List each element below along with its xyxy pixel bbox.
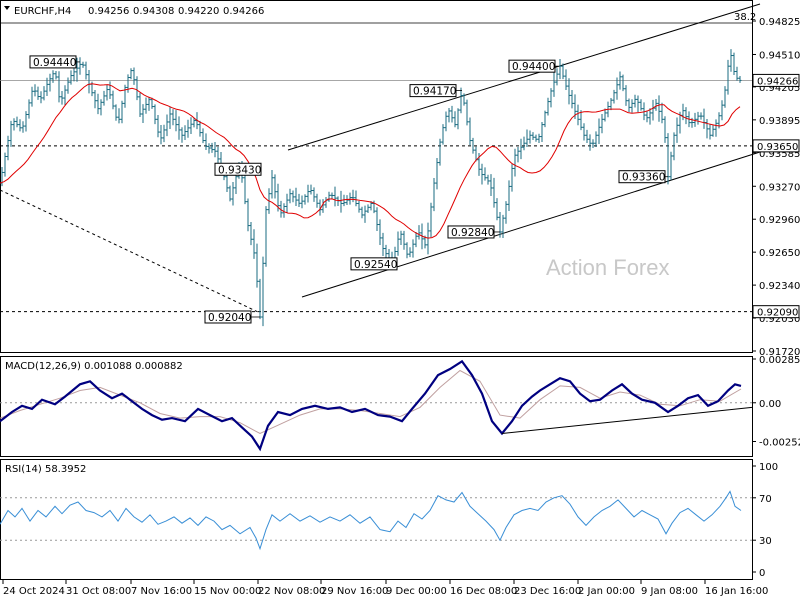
channel-lower-line [301,151,761,298]
price-tick-label: 0.94205 [759,83,800,94]
level-tag-0.93650: 0.93650 [757,142,798,153]
collapse-triangle-icon[interactable] [4,6,10,10]
price-tick-label: 0.91720 [759,347,800,358]
rsi-indicator [0,490,752,551]
level-tag-0.92090: 0.92090 [757,308,798,319]
swing-label-0.93360: 0.93360 [622,172,665,184]
symbol-title: EURCHF,H4 [14,6,71,17]
rsi-tick-label: 70 [759,494,772,505]
time-tick-label: 31 Oct 08:00 [66,586,131,597]
macd-signal-line [0,369,742,435]
time-tick-label: 16 Jan 16:00 [705,586,768,597]
price-tick-label: 0.94510 [759,50,800,61]
rsi-line [0,490,742,551]
current-price-label: 0.94266 [757,76,798,87]
price-pane-frame [0,0,753,353]
price-axis: 0.94825 0.94510 0.94205 0.93895 0.93585 0.932… [752,17,800,358]
price-tick-label: 0.92650 [759,248,800,259]
macd-pane-frame [0,356,753,457]
swing-label-0.93430: 0.93430 [218,164,261,176]
trend-channel [0,3,761,313]
time-tick-label: 29 Nov 16:00 [321,586,388,597]
time-tick-label: 22 Nov 08:00 [258,586,325,597]
time-tick-label: 9 Jan 08:00 [641,586,698,597]
price-tick-label: 0.92030 [759,314,800,325]
macd-indicator [0,359,753,452]
level-tag-box [752,305,800,319]
price-bars [0,49,742,327]
ohlc-low: 0.94220 [178,6,219,17]
swing-label-0.94170: 0.94170 [413,86,456,98]
time-tick-label: 2 Jan 00:00 [578,586,635,597]
rsi-pane-frame [0,459,753,580]
swing-label-0.92540: 0.92540 [354,259,397,271]
time-tick-label: 16 Dec 08:00 [450,586,517,597]
fib-label: 38.2 [734,12,756,23]
rsi-title: RSI(14) 58.3952 [5,464,86,475]
time-tick-label: 7 Nov 16:00 [131,586,192,597]
ohlc-open: 0.94256 [88,6,129,17]
swing-box [409,84,457,98]
time-tick-label: 23 Dec 16:00 [514,586,581,597]
price-pane-header: EURCHF,H4 0.94256 0.94308 0.94220 0.9426… [4,6,264,17]
ohlc-close: 0.94266 [223,6,264,17]
swing-box [618,170,666,184]
rsi-tick-label: 0 [759,568,765,579]
swing-label-0.92040: 0.92040 [208,312,251,324]
price-tick-label: 0.94825 [759,17,800,28]
macd-trendline [501,406,753,434]
time-axis: 24 Oct 2024 31 Oct 08:00 7 Nov 16:00 15 Nov… [2,580,768,597]
price-tick-label: 0.93270 [759,182,800,193]
watermark: Action Forex [546,255,670,280]
time-tick-label: 24 Oct 2024 [3,586,65,597]
swing-label-0.94400: 0.94400 [512,61,555,73]
level-tag-box [752,139,800,153]
channel-upper-line [287,3,761,151]
price-tick-label: 0.93585 [759,149,800,160]
swing-box [350,257,398,271]
price-tick-label: 0.92960 [759,215,800,226]
price-tick-label: 0.92340 [759,281,800,292]
ohlc-high: 0.94308 [133,6,174,17]
swing-box [508,59,556,73]
macd-tick-label: 0.00 [759,399,781,410]
time-tick-label: 15 Nov 00:00 [194,586,261,597]
swing-label-0.92840: 0.92840 [451,227,494,239]
rsi-tick-label: 30 [759,536,772,547]
swing-labels: 0.94440 0.94400 0.94170 0.93430 0.93360 0.928… [29,55,668,324]
swing-box [447,225,495,239]
swing-label-0.94440: 0.94440 [33,57,76,69]
macd-title: MACD(12,26,9) 0.001088 0.000882 [5,361,183,372]
rsi-axis: 100 70 30 0 [752,462,778,579]
current-price-box [752,73,800,87]
dashed-trend-line [0,189,259,313]
rsi-tick-label: 100 [759,462,778,473]
macd-tick-label: 0.00285 [759,355,800,366]
macd-tick-label: -0.002521 [759,437,800,448]
swing-box [214,162,262,176]
swing-box [204,310,252,324]
moving-average-line [0,83,741,239]
price-tick-label: 0.93895 [759,116,800,127]
macd-axis: 0.00285 0.00 -0.002521 [752,355,800,448]
time-tick-label: 9 Dec 00:00 [386,586,447,597]
macd-line [0,359,742,452]
swing-box [29,55,77,69]
price-reference-lines: 38.2 [0,12,756,313]
